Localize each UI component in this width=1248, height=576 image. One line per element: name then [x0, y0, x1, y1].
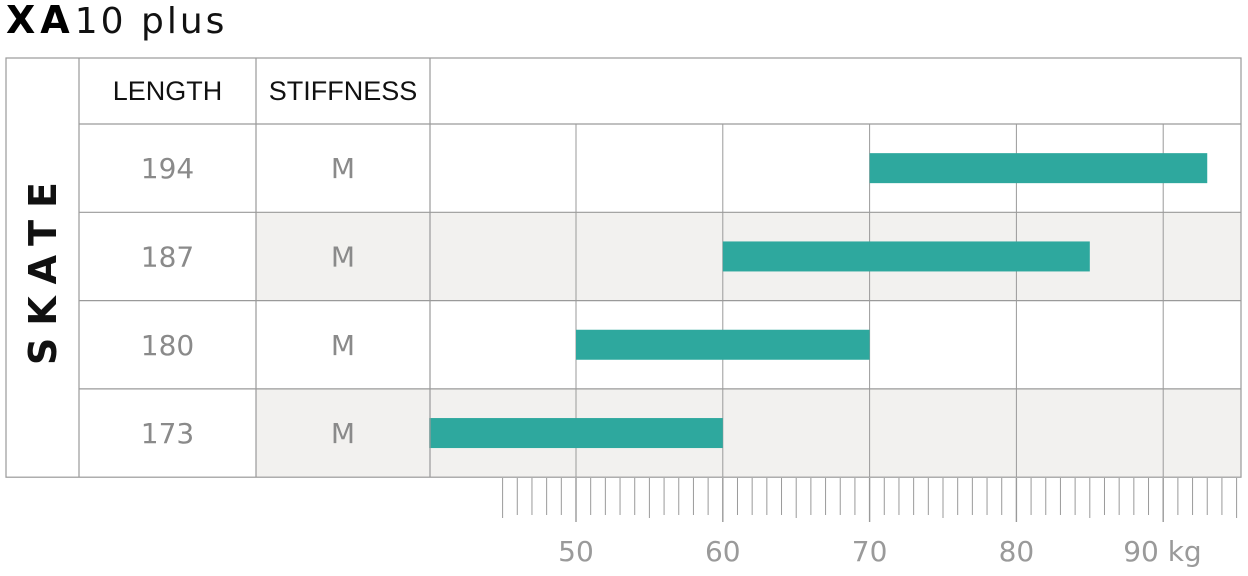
table-border	[5, 57, 1242, 478]
stiffness-cell: M	[331, 417, 355, 450]
product-title: XA10 plus	[6, 0, 227, 42]
stiffness-cell: M	[331, 152, 355, 185]
row-shade	[256, 388, 1241, 478]
title-bold: XA	[6, 0, 75, 42]
weight-range-bar	[429, 418, 723, 449]
x-tick-label: 90 kg	[1123, 535, 1202, 568]
side-label: SKATE	[21, 170, 65, 365]
x-tick-label: 80	[999, 535, 1035, 568]
weight-range-bar	[869, 153, 1208, 184]
length-cell: 194	[141, 152, 194, 185]
stiffness-cell: M	[331, 329, 355, 362]
stiffness-cell: M	[331, 240, 355, 273]
length-header: LENGTH	[113, 76, 223, 106]
x-tick-label: 60	[705, 535, 741, 568]
length-cell: 187	[141, 240, 194, 273]
x-tick-label: 70	[852, 535, 888, 568]
length-cell: 180	[141, 329, 194, 362]
weight-range-bar	[576, 329, 870, 360]
x-tick-label: 50	[558, 535, 594, 568]
length-cell: 173	[141, 417, 194, 450]
weight-range-bar	[722, 241, 1090, 272]
stiffness-header: STIFFNESS	[269, 76, 418, 106]
title-rest: 10 plus	[74, 1, 228, 42]
